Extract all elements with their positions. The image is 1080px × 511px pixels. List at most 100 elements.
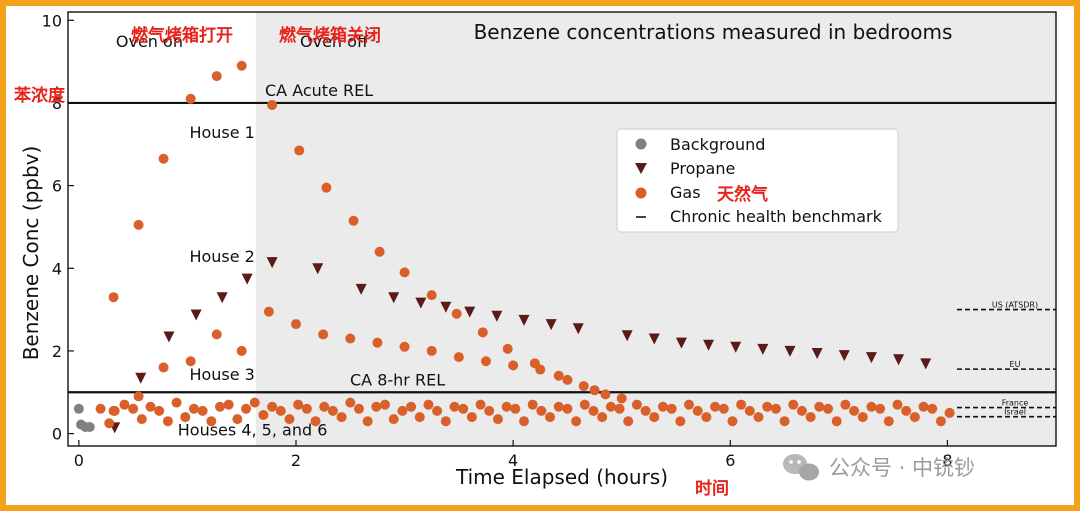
gas-point <box>241 403 252 414</box>
gas-point <box>318 329 329 340</box>
gas-point <box>631 399 642 410</box>
gas-point <box>710 401 721 412</box>
gas-point <box>477 327 488 338</box>
gas-point <box>589 385 600 396</box>
gas-point <box>831 416 842 427</box>
background-point <box>73 403 84 414</box>
propane-point <box>135 372 147 384</box>
gas-point <box>692 405 703 416</box>
propane-point <box>491 310 503 322</box>
x-tick-label-3: 6 <box>725 451 735 470</box>
gas-point <box>133 219 144 230</box>
gas-point <box>185 93 196 104</box>
gas-point <box>136 414 147 425</box>
legend-propane-marker <box>635 163 647 174</box>
gas-point <box>249 397 260 408</box>
gas-point <box>875 403 886 414</box>
gas-point <box>501 401 512 412</box>
legend: Background Propane Gas Chronic health be… <box>616 128 899 233</box>
gas-point <box>197 405 208 416</box>
gas-point <box>762 401 773 412</box>
gas-point <box>188 403 199 414</box>
gas-point <box>180 412 191 423</box>
propane-point <box>784 345 796 357</box>
gas-point <box>95 403 106 414</box>
gas-point <box>640 405 651 416</box>
gas-point <box>484 405 495 416</box>
wechat-icon <box>783 454 819 481</box>
gas-point <box>133 391 144 402</box>
gas-point <box>426 290 437 301</box>
watermark: 公众号 · 中铳钞 <box>783 454 975 481</box>
gas-point <box>579 399 590 410</box>
gas-point <box>675 416 686 427</box>
x-axis-label: Time Elapsed (hours) <box>455 465 668 489</box>
gas-point <box>215 401 225 412</box>
legend-box <box>616 128 899 233</box>
gas-point <box>451 308 462 319</box>
benchmark-label-1: EU <box>1010 360 1021 369</box>
y-tick-label-0: 0 <box>52 425 62 444</box>
gas-point <box>353 403 364 414</box>
propane-point <box>190 309 202 321</box>
propane-point <box>865 352 877 364</box>
gas-point <box>321 182 332 193</box>
propane-point <box>811 348 823 359</box>
gas-point <box>553 401 564 412</box>
gas-point <box>406 401 417 412</box>
gas-point <box>263 306 274 317</box>
ref-line-label-1: CA 8-hr REL <box>350 370 445 389</box>
y-axis-label: Benzene Conc (ppbv) <box>19 146 43 361</box>
propane-point <box>545 319 557 331</box>
propane-point <box>518 314 530 326</box>
gas-point <box>423 399 434 410</box>
y-tick-label-3: 6 <box>52 177 62 196</box>
gas-point <box>623 416 634 427</box>
x-tick-label-2: 4 <box>508 451 518 470</box>
gas-point <box>371 401 382 412</box>
annotation-5: Houses 4, 5, and 6 <box>178 421 328 440</box>
gas-point <box>571 416 582 427</box>
gas-point <box>823 403 833 414</box>
xlabel-cn-label: 时间 <box>695 478 729 499</box>
gas-point <box>145 401 156 412</box>
ref-line-label-0: CA Acute REL <box>265 81 373 100</box>
gas-point <box>399 267 410 278</box>
propane-point <box>312 263 324 275</box>
gas-point <box>109 405 120 416</box>
gas-point <box>736 399 747 410</box>
x-tick-label-1: 2 <box>291 451 301 470</box>
gas-point <box>935 416 946 427</box>
gas-point <box>426 345 437 356</box>
gas-point <box>666 403 677 414</box>
gas-point <box>440 416 451 427</box>
propane-point <box>703 339 715 351</box>
gas-point <box>927 403 938 414</box>
legend-background-marker <box>635 138 647 150</box>
annotation-0: Oven on <box>116 32 183 51</box>
gas-point <box>578 381 589 392</box>
gas-point <box>527 399 538 410</box>
gas-point <box>211 329 222 340</box>
propane-point <box>241 273 253 285</box>
gas-point <box>475 399 486 410</box>
gas-point <box>458 403 469 414</box>
propane-point <box>388 292 400 304</box>
gas-point <box>701 412 712 423</box>
gas-point <box>892 399 903 410</box>
gas-point <box>158 362 169 373</box>
gas-point <box>597 412 608 423</box>
gas-point <box>510 403 521 414</box>
gas-point <box>857 412 868 423</box>
gas-point <box>605 401 616 412</box>
gas-point <box>492 414 503 425</box>
legend-benchmark-label: Chronic health benchmark <box>670 207 883 226</box>
legend-propane-label: Propane <box>670 159 735 178</box>
gas-point <box>944 407 955 418</box>
gas-point <box>519 416 529 427</box>
gas-point <box>293 399 304 410</box>
gas-point <box>232 414 243 425</box>
gas-point <box>562 403 573 414</box>
gas-point <box>119 399 130 410</box>
